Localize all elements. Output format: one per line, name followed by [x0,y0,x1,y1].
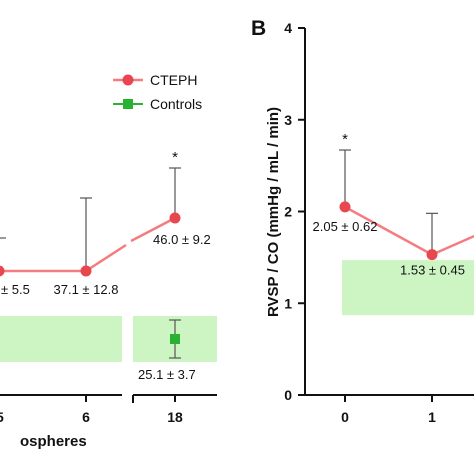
data-label: 25.1 ± 3.7 [138,367,196,382]
cteph-point [339,201,351,213]
data-label: 46.0 ± 9.2 [153,232,211,247]
legend-cteph-label: CTEPH [150,72,197,88]
x-tick-label: 0 [341,409,349,425]
controls-point [170,334,180,344]
cteph-point [0,265,5,277]
cteph-point [80,265,92,277]
data-label: 37.1 ± 12.8 [54,282,119,297]
legend: CTEPH Controls [113,72,202,112]
panel-a: 5 6 18 ospheres * ± 5.5 37.1 ± 12.8 46.0… [0,72,217,450]
y-tick-label: 0 [284,387,292,403]
significance-marker: * [172,149,178,166]
panel-b-marks: * 2.05 ± 0.62 1.53 ± 0.45 [313,131,474,278]
legend-cteph-marker [122,74,134,86]
x-tick-label: 6 [82,409,90,425]
controls-range-band [0,316,122,362]
y-axis-title: RVSP / CO (mmHg / mL / min) [265,107,282,317]
cteph-point [169,212,181,224]
controls-range-band [342,260,474,316]
y-tick-label: 2 [284,204,292,220]
x-tick-label: 18 [167,409,183,425]
data-label: 2.05 ± 0.62 [313,219,378,234]
legend-controls-marker [123,99,133,109]
x-tick-label: 1 [428,409,436,425]
y-tick-label: 3 [284,112,292,128]
x-axis-title: ospheres [20,433,87,450]
significance-marker: * [342,131,348,148]
y-tick-label: 4 [284,20,292,36]
cteph-series-line [344,205,433,256]
cteph-series-line [130,216,176,243]
legend-controls-label: Controls [150,96,202,112]
y-tick-label: 1 [284,295,292,311]
cteph-point [426,249,438,261]
data-label: 1.53 ± 0.45 [400,263,465,278]
cteph-series-line [431,234,474,256]
cteph-series-line [85,243,127,273]
x-tick-label: 5 [0,409,4,425]
panel-label: B [251,17,266,40]
y-ticks: 0 1 2 3 4 [284,20,305,403]
data-label: ± 5.5 [1,282,30,297]
